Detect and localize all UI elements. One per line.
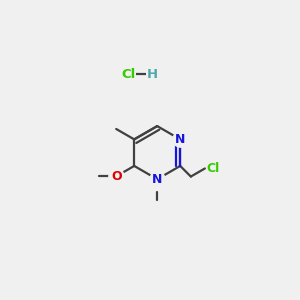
Text: O: O [111,170,122,183]
Text: N: N [152,173,162,186]
Text: H: H [147,68,158,81]
Text: Cl: Cl [206,162,219,175]
Text: Cl: Cl [122,68,136,81]
Text: N: N [175,133,185,146]
